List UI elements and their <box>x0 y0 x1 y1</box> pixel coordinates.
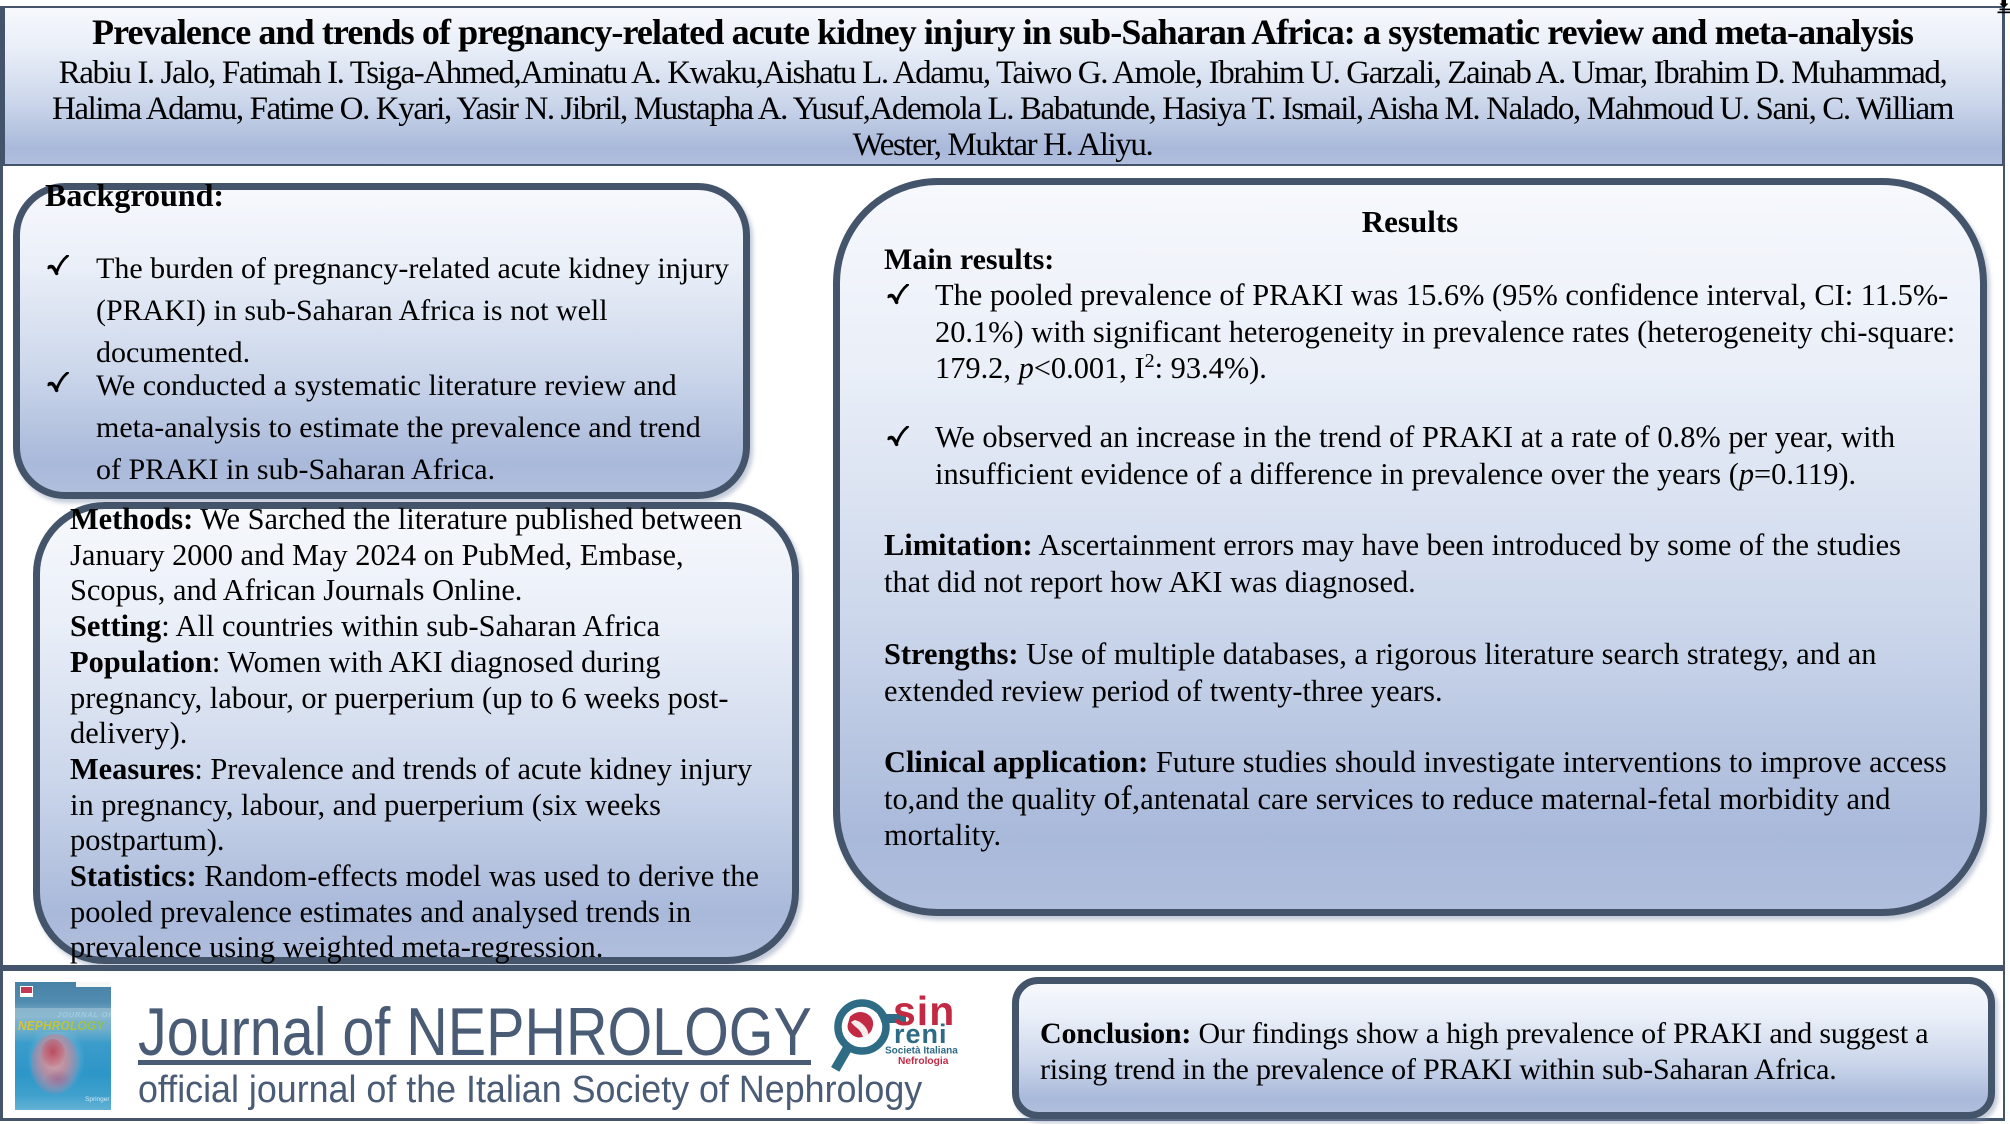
svg-text:sin: sin <box>893 988 955 1034</box>
svg-text:Società Italiana: Società Italiana <box>885 1046 958 1057</box>
svg-text:Nefrologia: Nefrologia <box>898 1056 949 1067</box>
svg-text:reni: reni <box>894 1019 948 1049</box>
